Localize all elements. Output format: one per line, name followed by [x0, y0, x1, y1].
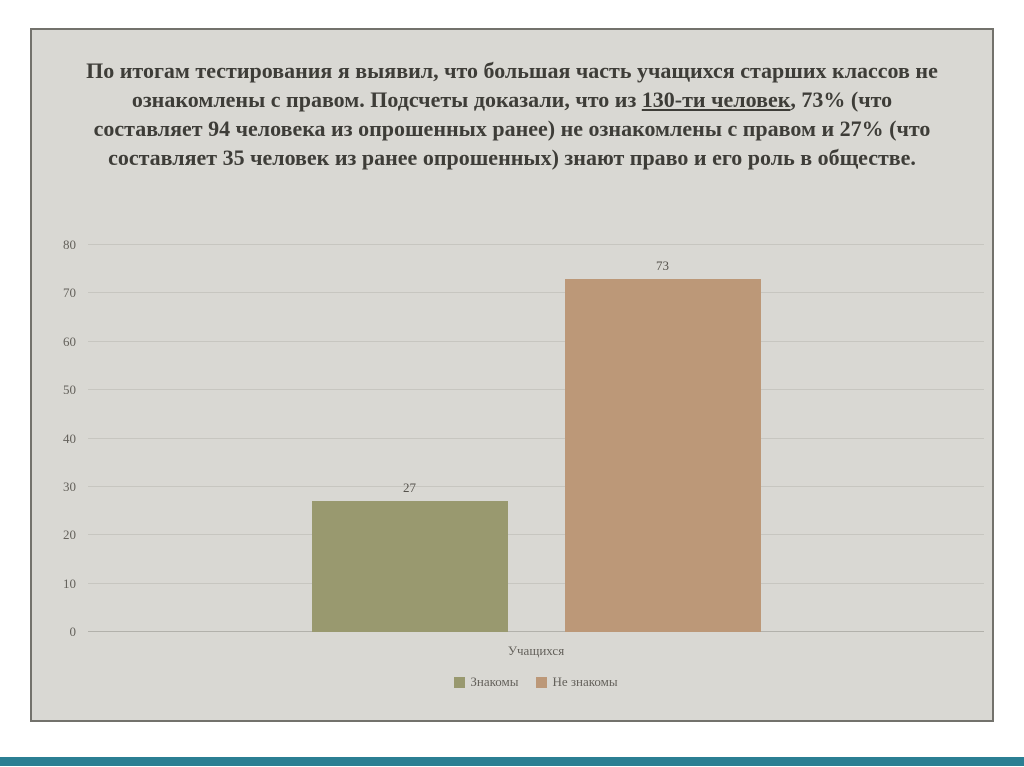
slide-title-part3: , 73% (что составляет 94 человека из опр…	[93, 87, 931, 171]
y-axis-tick-label: 40	[63, 430, 76, 446]
slide-title-underlined: 130-ти человек	[641, 87, 791, 113]
gridline	[88, 534, 984, 536]
slide-title-part1: По итогам тестирования я выявил, что бол…	[86, 58, 938, 113]
presentation-slide: По итогам тестирования я выявил, что бол…	[30, 28, 994, 722]
bars-group: 27 73	[88, 245, 984, 632]
y-axis-tick-label: 20	[63, 527, 76, 543]
gridline	[88, 292, 984, 294]
bar-Знакомы: 27	[311, 480, 508, 632]
legend-swatch-icon	[536, 676, 548, 688]
slide-title: По итогам тестирования я выявил, что бол…	[84, 56, 940, 172]
bottom-accent-bar	[0, 757, 1024, 766]
legend-item: Знакомы	[454, 674, 518, 690]
y-axis-tick-label: 30	[63, 478, 76, 494]
gridline	[88, 582, 984, 584]
bar-value-label: 27	[403, 480, 416, 496]
gridline	[88, 437, 984, 439]
bar-Не знакомы: 73	[564, 258, 761, 632]
chart-legend: Знакомы Не знакомы	[88, 674, 984, 690]
y-axis-tick-label: 60	[63, 333, 76, 349]
y-axis-tick-label: 80	[63, 237, 76, 252]
gridline	[88, 244, 984, 245]
y-axis-tick-label: 70	[63, 285, 76, 301]
y-axis-tick-label: 10	[63, 575, 76, 591]
y-axis-tick-label: 0	[69, 624, 77, 639]
legend-item: Не знакомы	[536, 674, 618, 690]
gridline	[88, 389, 984, 391]
gridline	[88, 340, 984, 342]
gridline	[88, 485, 984, 487]
legend-label: Знакомы	[470, 674, 519, 689]
bar-value-label: 73	[656, 257, 669, 273]
legend-swatch-icon	[454, 676, 466, 688]
y-axis-tick-label: 50	[63, 382, 76, 398]
bar-chart-plot-area: Учащихся Знакомы Не знакомы 0 10 20 30 40 50 60…	[63, 237, 984, 689]
gridline	[88, 631, 984, 632]
x-axis-category-label: Учащихся	[507, 643, 565, 658]
legend-label: Не знакомы	[552, 674, 618, 689]
